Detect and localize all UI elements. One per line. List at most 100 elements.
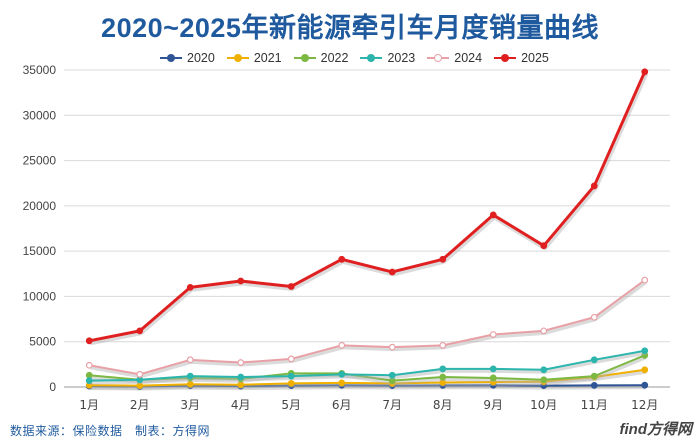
data-point-2025: [237, 277, 245, 285]
source-note: 数据来源：保险数据 制表：方得网: [10, 424, 211, 438]
data-point-2025: [287, 283, 295, 290]
x-tick-label: 12月: [631, 398, 658, 412]
watermark-logo: find方得网: [619, 421, 693, 438]
series-line-2021: [89, 368, 645, 387]
legend-label: 2020: [187, 51, 215, 65]
series-shadow-2024: [89, 280, 647, 379]
y-tick-label: 25000: [23, 154, 57, 168]
data-point-2025: [590, 182, 598, 190]
data-point-2025: [186, 283, 194, 291]
data-point-2024: [136, 370, 144, 378]
legend-item-2025: 2025: [494, 51, 549, 65]
data-point-2023: [287, 372, 295, 380]
x-tick-label: 7月: [382, 398, 402, 412]
series-line-2022: [89, 354, 646, 382]
data-point-2025: [489, 211, 497, 219]
data-point-2023: [85, 377, 93, 385]
data-point-2021: [338, 379, 346, 387]
legend-item-2020: 2020: [160, 51, 215, 65]
data-point-2023: [439, 365, 447, 373]
y-tick-label: 5000: [29, 335, 56, 349]
legend-item-2023: 2023: [360, 51, 415, 65]
series-line-2023: [89, 349, 645, 382]
x-tick-label: 11月: [581, 398, 608, 412]
series-shadow-2023: [90, 350, 647, 385]
data-point-2022: [590, 372, 598, 380]
data-point-2023: [186, 372, 194, 380]
legend-label: 2022: [320, 51, 349, 65]
data-point-2020: [590, 381, 598, 389]
legend-swatch: [494, 53, 517, 63]
y-tick-label: 35000: [23, 63, 57, 77]
x-tick-label: 8月: [433, 398, 453, 412]
data-point-2021: [287, 379, 295, 387]
data-point-2025: [136, 327, 144, 335]
data-point-2021: [641, 366, 649, 374]
y-tick-label: 30000: [23, 108, 57, 122]
data-point-2022: [85, 371, 93, 379]
data-point-2023: [641, 347, 649, 355]
data-point-2025: [338, 255, 346, 263]
x-tick-label: 4月: [231, 398, 251, 412]
data-point-2024: [186, 356, 194, 364]
legend-swatch: [360, 53, 383, 63]
series-shadow-2021: [90, 369, 647, 390]
data-point-2024: [590, 313, 598, 321]
data-point-2023: [540, 366, 548, 374]
legend-item-2021: 2021: [226, 51, 282, 65]
data-point-2024: [338, 341, 346, 349]
series-line-2020: [89, 384, 645, 388]
data-point-2025: [388, 268, 396, 276]
x-tick-label: 6月: [332, 398, 352, 412]
data-point-2025: [540, 242, 548, 250]
legend-label: 2025: [521, 51, 549, 65]
data-point-2024: [540, 327, 548, 335]
legend-swatch: [427, 53, 450, 63]
data-point-2023: [237, 373, 245, 381]
series-shadow-2025: [89, 72, 649, 346]
series-line-2025: [88, 71, 647, 343]
data-point-2024: [287, 355, 295, 363]
legend-label: 2024: [454, 51, 483, 65]
legend-item-2024: 2024: [427, 51, 482, 65]
series-line-2024: [89, 279, 646, 376]
data-point-2023: [590, 356, 598, 364]
data-point-2022: [439, 373, 447, 381]
data-point-2024: [489, 331, 497, 338]
x-tick-label: 3月: [180, 398, 200, 412]
data-point-2022: [540, 376, 548, 384]
legend-swatch: [226, 53, 249, 63]
data-point-2021: [186, 380, 194, 388]
data-point-2024: [388, 343, 396, 351]
data-point-2024: [85, 361, 93, 369]
x-tick-label: 1月: [79, 398, 99, 412]
data-point-2024: [237, 359, 245, 366]
y-tick-label: 0: [49, 380, 56, 394]
x-tick-label: 2月: [130, 398, 150, 412]
legend-swatch: [160, 53, 182, 63]
chart-title: 2020~2025年新能源牵引车月度销量曲线: [101, 13, 599, 43]
legend-swatch: [293, 53, 316, 63]
data-point-2020: [641, 381, 649, 389]
data-point-2024: [641, 276, 649, 284]
y-tick-label: 15000: [23, 244, 57, 258]
data-point-2025: [439, 255, 447, 263]
y-tick-label: 20000: [23, 199, 57, 213]
data-point-2022: [489, 374, 497, 382]
x-tick-label: 10月: [530, 398, 557, 412]
data-point-2023: [338, 370, 346, 378]
x-tick-label: 5月: [281, 398, 301, 412]
legend-label: 2021: [253, 51, 282, 65]
legend-item-2022: 2022: [293, 51, 349, 65]
x-tick-label: 9月: [483, 398, 503, 412]
series-shadow-2020: [90, 385, 646, 391]
data-point-2025: [85, 337, 93, 345]
data-point-2023: [489, 365, 497, 373]
data-point-2024: [439, 341, 447, 349]
legend-label: 2023: [387, 51, 416, 65]
data-point-2025: [641, 68, 649, 76]
chart-legend: 2020 2021 2022 2023 2024 2025: [160, 48, 590, 68]
y-tick-label: 10000: [23, 289, 57, 303]
data-point-2023: [388, 371, 396, 379]
